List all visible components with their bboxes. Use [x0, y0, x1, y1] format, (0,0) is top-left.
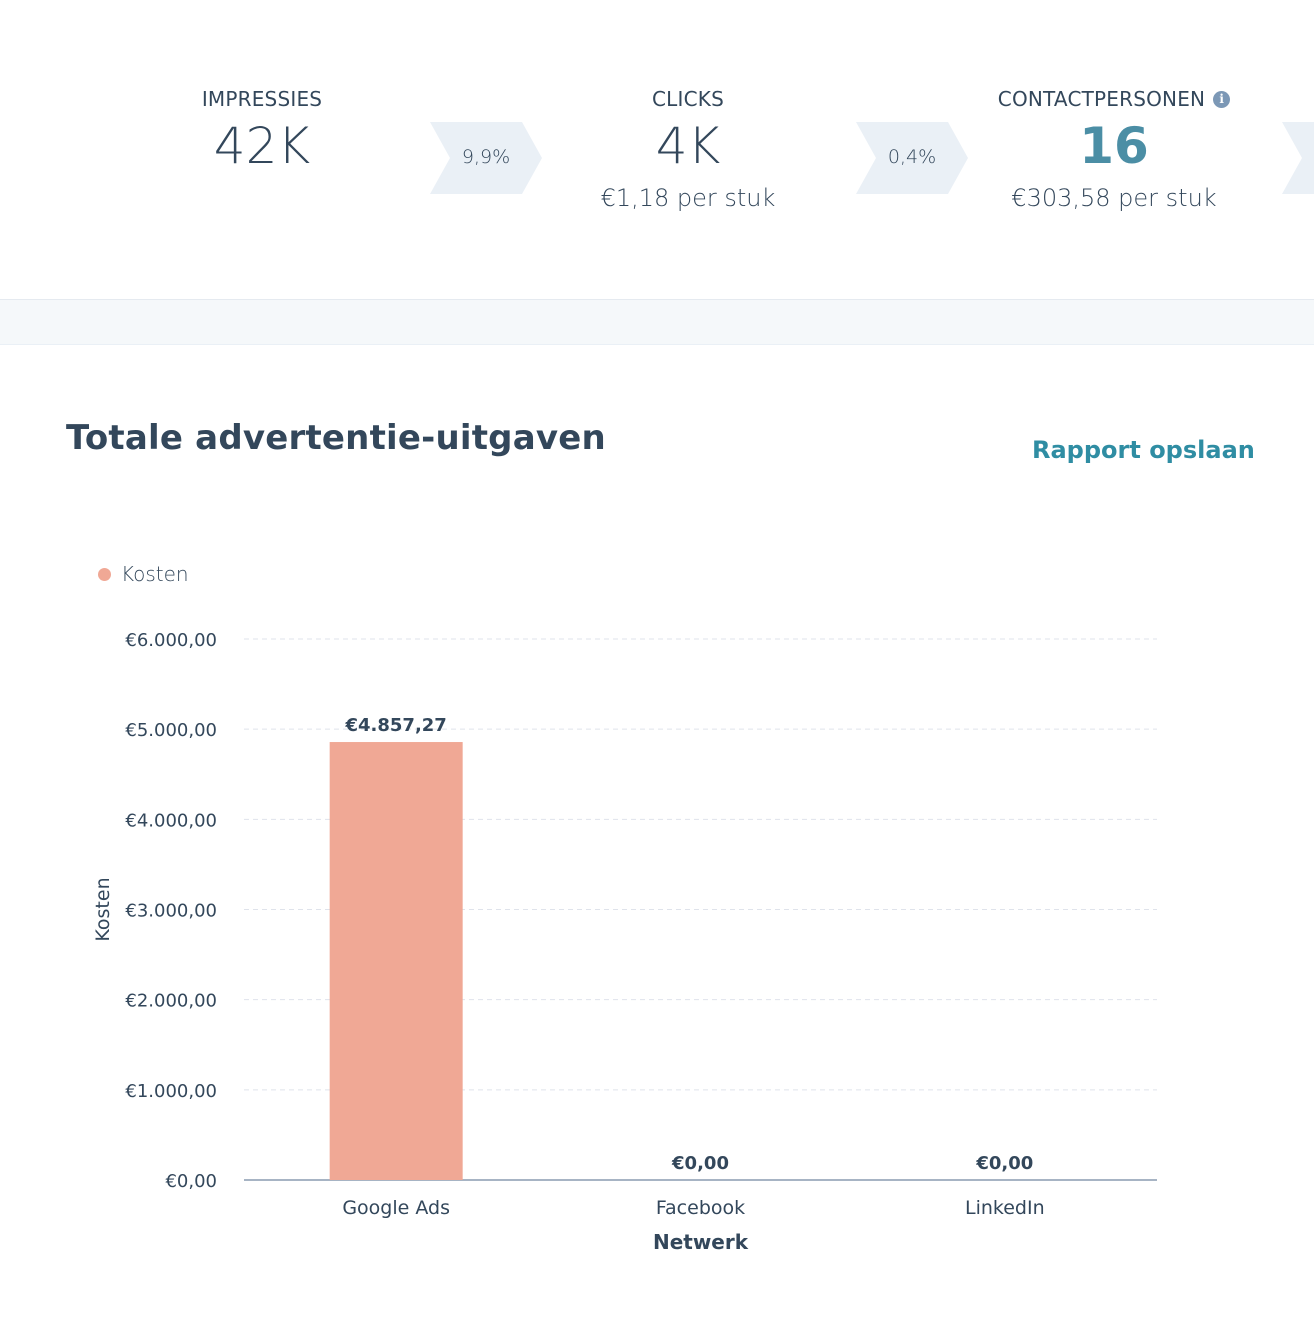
- funnel-summary: IMPRESSIES 42K 9,9% CLICKS 4K €1,18 per …: [0, 0, 1314, 300]
- chevron-shape: [856, 122, 968, 194]
- y-tick-label: €6.000,00: [125, 630, 217, 651]
- conversion-rate-impressions-clicks: 9,9%: [430, 122, 542, 194]
- metric-clicks-sub: €1,18 per stuk: [600, 184, 776, 212]
- bar-chart: €0,00 €1.000,00 €2.000,00 €3.000,00 €4.000,0…: [92, 630, 1157, 1254]
- chart-legend[interactable]: Kosten: [98, 562, 189, 586]
- x-tick-label: LinkedIn: [965, 1197, 1045, 1219]
- bar-value-label: €0,00: [975, 1153, 1033, 1174]
- bar-value-label: €0,00: [671, 1153, 729, 1174]
- metric-impressions: IMPRESSIES 42K: [112, 86, 412, 184]
- chevron-shape: [430, 122, 542, 194]
- bar: [329, 742, 463, 1180]
- report-title: Totale advertentie-uitgaven: [66, 418, 606, 458]
- y-tick-label: €4.000,00: [125, 810, 217, 831]
- metric-contacts-sub: €303,58 per stuk: [1011, 184, 1217, 212]
- metric-clicks-value: 4K: [655, 117, 721, 175]
- legend-swatch: [98, 567, 111, 581]
- metric-impressions-label: IMPRESSIES: [202, 86, 322, 112]
- x-axis-title: Netwerk: [653, 1230, 749, 1254]
- legend-label: Kosten: [121, 562, 189, 586]
- metric-impressions-value: 42K: [213, 117, 311, 175]
- metric-impressions-label-text: IMPRESSIES: [201, 87, 323, 111]
- metric-clicks-label-text: CLICKS: [652, 87, 724, 111]
- y-tick-label: €5.000,00: [125, 720, 217, 741]
- save-report-button[interactable]: Rapport opslaan: [1032, 436, 1255, 464]
- x-tick-label: Facebook: [656, 1197, 745, 1219]
- section-divider: [0, 299, 1314, 345]
- metric-contacts-label-text: CONTACTPERSONEN: [997, 87, 1206, 111]
- y-tick-label: €0,00: [165, 1171, 217, 1192]
- metric-contacts-label: CONTACTPERSONEN i: [997, 86, 1231, 112]
- bar-value-label: €4.857,27: [344, 715, 446, 736]
- funnel-next-chevron: [1282, 122, 1314, 194]
- y-axis-title: Kosten: [92, 877, 114, 941]
- metric-contacts-value: 16: [1079, 117, 1149, 175]
- y-tick-label: €1.000,00: [125, 1081, 217, 1102]
- y-tick-label: €3.000,00: [125, 901, 217, 922]
- chevron-shape: [1282, 122, 1314, 194]
- conversion-rate-clicks-contacts: 0,4%: [856, 122, 968, 194]
- metric-contacts: CONTACTPERSONEN i 16 €303,58 per stuk: [964, 86, 1264, 212]
- metric-clicks-label: CLICKS: [652, 86, 724, 112]
- metric-clicks: CLICKS 4K €1,18 per stuk: [538, 86, 838, 212]
- conversion-rate-value: 0,4%: [887, 146, 937, 168]
- y-tick-label: €2.000,00: [125, 991, 217, 1012]
- x-tick-label: Google Ads: [342, 1197, 450, 1219]
- conversion-rate-value: 9,9%: [461, 146, 511, 168]
- info-icon[interactable]: i: [1213, 90, 1231, 108]
